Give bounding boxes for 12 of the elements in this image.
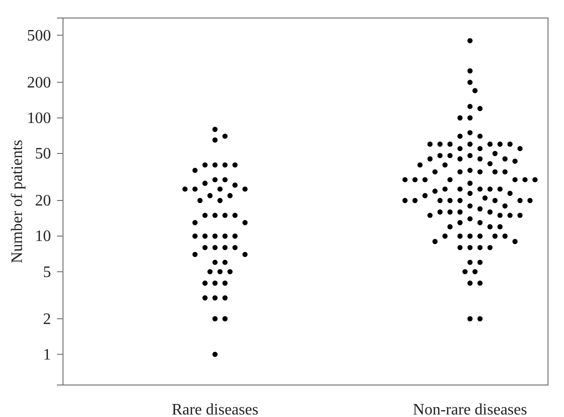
y-tick-label: 20 — [35, 192, 51, 210]
y-tick-label: 1 — [43, 346, 51, 364]
y-tick-label: 10 — [35, 228, 51, 246]
y-tick-label: 500 — [27, 27, 51, 44]
y-tick-label: 200 — [27, 74, 51, 92]
y-axis-title: Number of patients — [9, 140, 26, 264]
y-tick-label: 50 — [35, 146, 51, 163]
x-tick-label: Rare diseases — [172, 401, 258, 417]
x-tick-label: Non-rare diseases — [412, 401, 528, 417]
y-tick-label: 100 — [27, 110, 51, 128]
y-tick-label: 5 — [43, 264, 51, 281]
y-tick-label: 2 — [43, 310, 51, 328]
